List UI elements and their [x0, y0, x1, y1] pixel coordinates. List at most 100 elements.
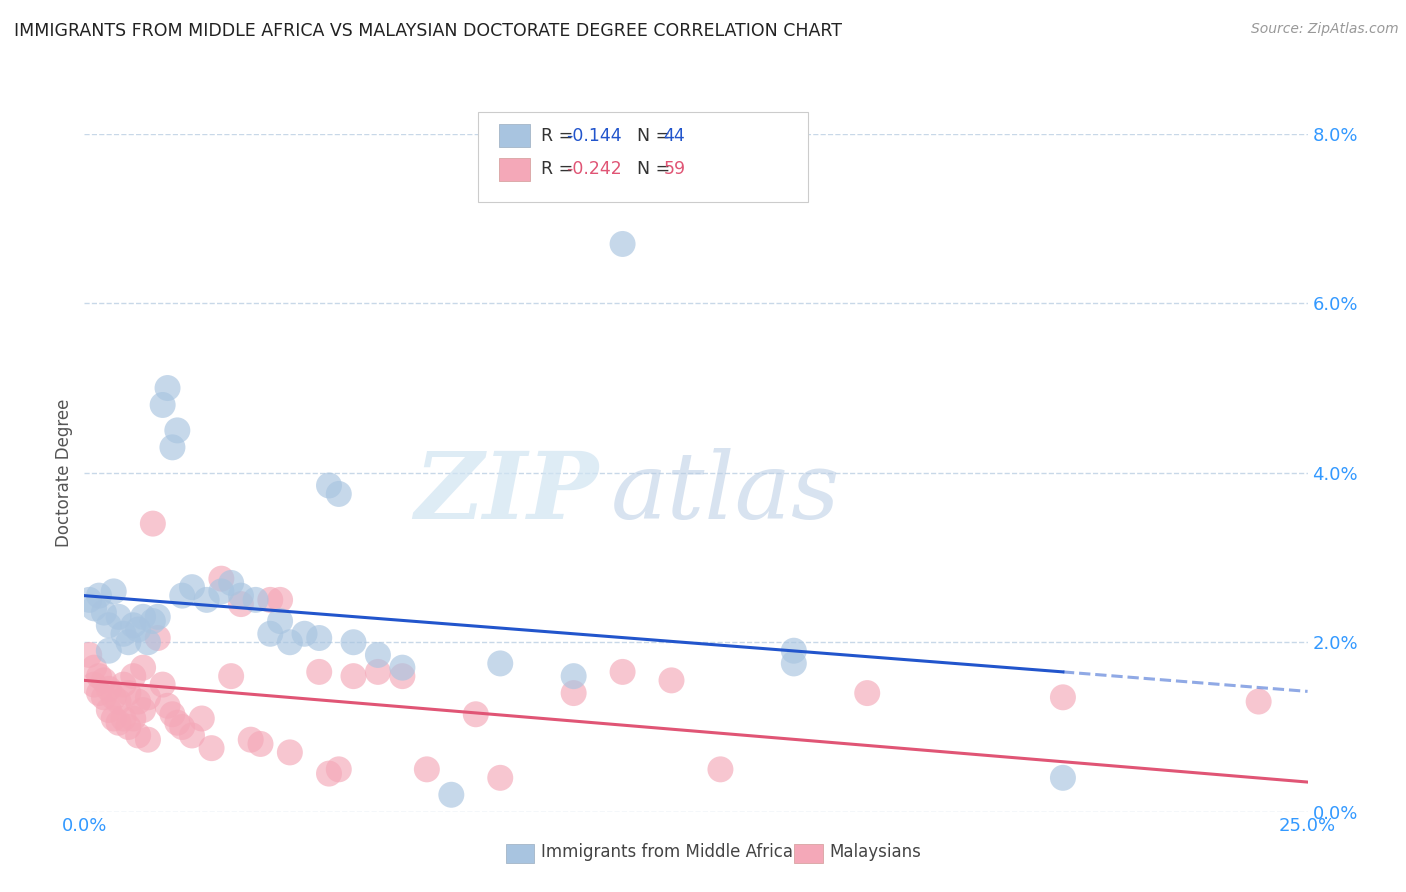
Text: N =: N =	[637, 161, 676, 178]
Point	[328, 487, 350, 501]
Point	[97, 644, 120, 658]
Point	[156, 698, 179, 713]
Text: 44: 44	[664, 127, 685, 145]
Text: -0.242: -0.242	[567, 161, 623, 178]
Point	[342, 635, 364, 649]
Point	[856, 686, 879, 700]
Point	[278, 635, 301, 649]
Point	[464, 707, 486, 722]
Point	[661, 673, 683, 688]
Point	[219, 576, 242, 591]
Point	[219, 669, 242, 683]
Point	[166, 424, 188, 438]
Point	[229, 597, 252, 611]
Point	[136, 690, 159, 705]
Point	[77, 592, 100, 607]
Point	[156, 381, 179, 395]
Point	[328, 762, 350, 776]
Point	[146, 610, 169, 624]
Point	[87, 686, 110, 700]
Point	[278, 746, 301, 760]
Point	[112, 626, 135, 640]
Point	[97, 618, 120, 632]
Point	[87, 589, 110, 603]
Point	[318, 478, 340, 492]
Point	[122, 669, 145, 683]
Point	[127, 728, 149, 742]
Point	[127, 694, 149, 708]
Text: 59: 59	[664, 161, 686, 178]
Point	[122, 712, 145, 726]
Text: Source: ZipAtlas.com: Source: ZipAtlas.com	[1251, 22, 1399, 37]
Point	[318, 766, 340, 780]
Point	[103, 584, 125, 599]
Point	[245, 592, 267, 607]
Point	[1247, 694, 1270, 708]
Point	[117, 720, 139, 734]
Point	[440, 788, 463, 802]
Point	[783, 657, 806, 671]
Point	[391, 660, 413, 674]
Point	[166, 715, 188, 730]
Point	[83, 678, 105, 692]
Point	[181, 728, 204, 742]
Point	[103, 690, 125, 705]
Point	[195, 592, 218, 607]
Point	[132, 703, 155, 717]
Text: Immigrants from Middle Africa: Immigrants from Middle Africa	[541, 843, 793, 861]
Point	[152, 398, 174, 412]
Point	[83, 601, 105, 615]
Text: R =: R =	[541, 161, 579, 178]
Point	[142, 614, 165, 628]
Point	[112, 678, 135, 692]
Point	[308, 631, 330, 645]
Point	[77, 648, 100, 662]
Point	[93, 690, 115, 705]
Point	[239, 732, 262, 747]
Point	[117, 686, 139, 700]
Point	[172, 589, 194, 603]
Point	[416, 762, 439, 776]
Point	[136, 635, 159, 649]
Point	[97, 681, 120, 696]
Point	[489, 771, 512, 785]
Point	[367, 648, 389, 662]
Point	[229, 589, 252, 603]
Point	[209, 584, 232, 599]
Point	[200, 741, 222, 756]
Point	[294, 626, 316, 640]
Point	[259, 592, 281, 607]
Point	[112, 712, 135, 726]
Point	[93, 673, 115, 688]
Point	[783, 644, 806, 658]
Point	[162, 441, 184, 455]
Point	[107, 610, 129, 624]
Text: ZIP: ZIP	[413, 448, 598, 538]
Point	[152, 678, 174, 692]
Point	[308, 665, 330, 679]
Point	[391, 669, 413, 683]
Point	[132, 660, 155, 674]
Y-axis label: Doctorate Degree: Doctorate Degree	[55, 399, 73, 547]
Text: -0.144: -0.144	[567, 127, 623, 145]
Point	[562, 686, 585, 700]
Text: N =: N =	[637, 127, 676, 145]
Point	[132, 610, 155, 624]
Point	[127, 623, 149, 637]
Point	[103, 712, 125, 726]
Point	[1052, 771, 1074, 785]
Point	[181, 580, 204, 594]
Point	[107, 694, 129, 708]
Point	[83, 660, 105, 674]
Point	[489, 657, 512, 671]
Point	[146, 631, 169, 645]
Point	[107, 715, 129, 730]
Point	[269, 614, 291, 628]
Point	[259, 626, 281, 640]
Point	[612, 665, 634, 679]
Point	[249, 737, 271, 751]
Point	[709, 762, 731, 776]
Point	[612, 237, 634, 252]
Point	[562, 669, 585, 683]
Point	[122, 618, 145, 632]
